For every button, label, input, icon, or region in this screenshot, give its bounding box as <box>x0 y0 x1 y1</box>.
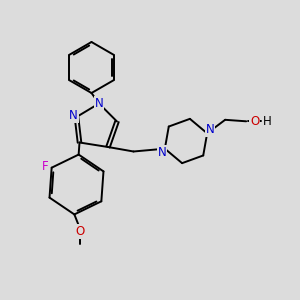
Text: N: N <box>158 146 166 159</box>
Text: N: N <box>69 109 78 122</box>
Text: N: N <box>206 123 214 136</box>
Text: N: N <box>94 97 103 110</box>
Text: O: O <box>76 225 85 238</box>
Text: F: F <box>42 160 48 173</box>
Text: O: O <box>250 115 259 128</box>
Text: H: H <box>263 115 272 128</box>
